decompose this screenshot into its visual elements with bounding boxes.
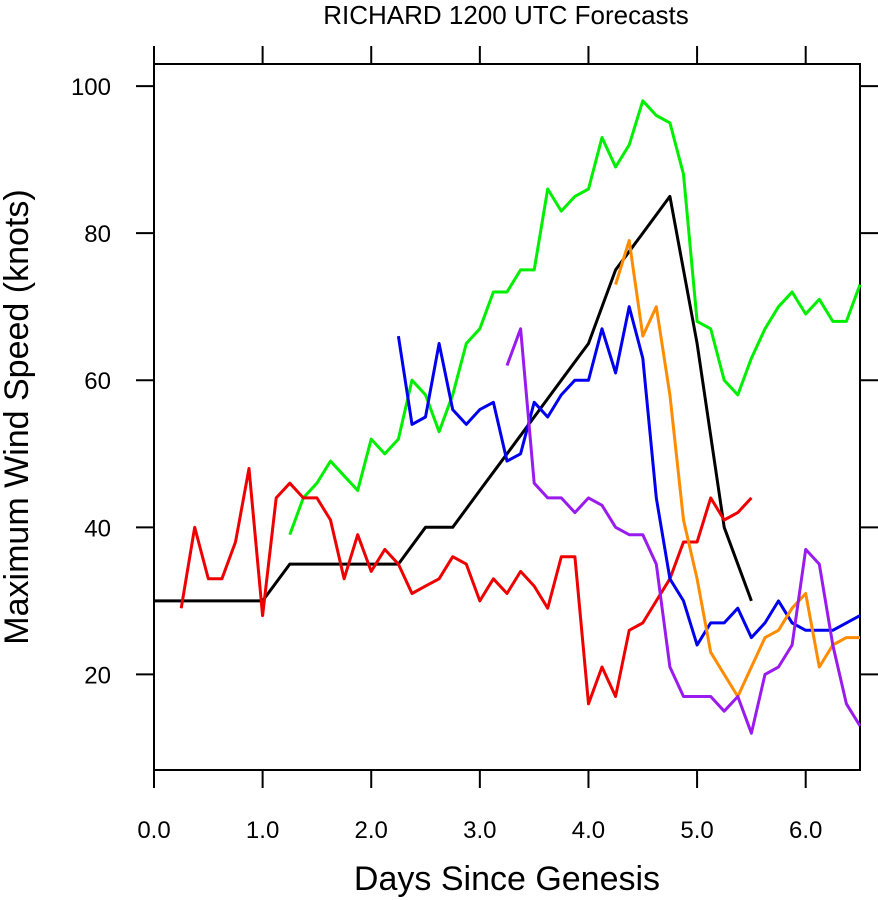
y-tick-label: 60 xyxy=(84,368,111,395)
x-tick-label: 2.0 xyxy=(355,817,388,844)
y-tick-label: 100 xyxy=(71,74,111,101)
series-line-3 xyxy=(179,467,753,706)
x-tick-label: 6.0 xyxy=(789,817,822,844)
x-tick-label: 5.0 xyxy=(680,817,713,844)
x-tick-label: 3.0 xyxy=(463,817,496,844)
x-tick-label: 4.0 xyxy=(572,817,605,844)
y-tick-label: 80 xyxy=(84,221,111,248)
series-line-4 xyxy=(396,305,861,647)
chart-title: RICHARD 1200 UTC Forecasts xyxy=(323,0,689,30)
x-tick-label: 1.0 xyxy=(246,817,279,844)
tick-layer: 0.0 1.0 2.0 3.0 4.0 5.0 6.0 20 40 60 80 100 xyxy=(71,46,878,844)
series-line-6 xyxy=(505,327,862,735)
series-line-1 xyxy=(288,99,862,536)
y-tick-label: 40 xyxy=(84,515,111,542)
y-axis-title: Maximum Wind Speed (knots) xyxy=(0,189,36,644)
y-tick-label: 20 xyxy=(84,662,111,689)
plot-area: 0.0 1.0 2.0 3.0 4.0 5.0 6.0 20 40 60 80 100 xyxy=(71,46,878,844)
series-layer xyxy=(154,99,862,735)
x-tick-label: 0.0 xyxy=(137,817,170,844)
plot-frame xyxy=(153,63,861,771)
x-axis-title: Days Since Genesis xyxy=(354,860,660,898)
series-line-2 xyxy=(154,194,753,603)
